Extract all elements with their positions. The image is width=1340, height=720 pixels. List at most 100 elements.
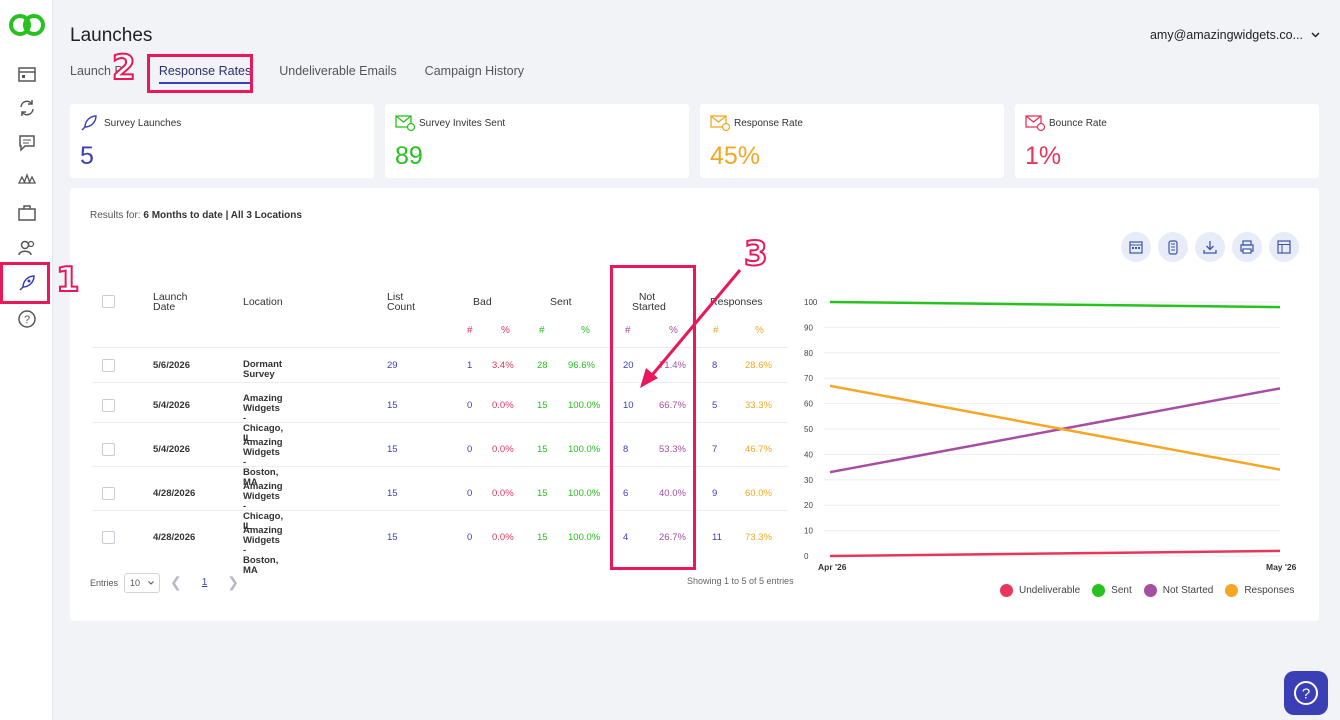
sync-icon[interactable] [14, 95, 40, 121]
tab-undeliverable-emails[interactable]: Undeliverable Emails [279, 64, 397, 78]
row-location-line1: Amazing Widgets - [243, 525, 283, 556]
row-divider [92, 510, 788, 511]
row-location: Amazing Widgets - Chicago, IL [243, 482, 283, 532]
y-tick-label: 30 [804, 476, 813, 485]
x-tick-label: May '26 [1266, 562, 1297, 572]
legend-item-sent[interactable]: Sent [1092, 584, 1132, 597]
app-logo[interactable] [8, 12, 46, 38]
select-all-checkbox[interactable] [102, 295, 115, 308]
question-icon: ? [1294, 681, 1318, 705]
row-divider [92, 466, 788, 467]
row-responses-pct: 46.7% [745, 444, 772, 455]
row-checkbox[interactable] [102, 487, 115, 500]
stat-label: Survey Launches [104, 118, 182, 129]
sub-header-sent-pct: % [581, 325, 590, 336]
row-location: Amazing Widgets - Boston, MA [243, 526, 283, 576]
briefcase-icon[interactable] [14, 200, 40, 226]
annotation-number-2: 2 [111, 47, 137, 89]
print-button[interactable] [1232, 232, 1262, 262]
row-responses-count: 8 [712, 360, 718, 371]
stat-value: 89 [395, 142, 423, 170]
row-bad-count: 0 [467, 488, 473, 499]
row-list-count: 15 [387, 444, 398, 455]
prev-page-icon[interactable]: ❮ [170, 574, 182, 590]
row-bad-pct: 0.0% [492, 400, 514, 411]
tabs: Launch P Response Rates Undeliverable Em… [70, 64, 552, 84]
help-chat-button[interactable]: ? [1284, 671, 1328, 715]
row-location-line2: Chicago, IL [243, 511, 284, 532]
tab-response-rates[interactable]: Response Rates [158, 64, 252, 84]
row-checkbox[interactable] [102, 443, 115, 456]
annotation-arrow [640, 269, 742, 388]
row-location-line2: Chicago, IL [243, 423, 284, 444]
launches-rocket-icon[interactable] [14, 270, 40, 296]
next-page-icon[interactable]: ❯ [227, 574, 240, 590]
row-location-line1: Amazing Widgets - [243, 481, 283, 512]
sub-header-sent-count: # [539, 325, 545, 336]
chevron-down-icon [1311, 32, 1320, 38]
help-icon[interactable]: ? [14, 306, 40, 332]
results-filter: Results for: 6 Months to date | All 3 Lo… [90, 210, 302, 221]
y-tick-label: 60 [804, 400, 813, 409]
annotation-box-3 [610, 265, 696, 570]
y-tick-label: 90 [804, 323, 813, 332]
sub-header-not-started-pct: % [669, 325, 678, 336]
dashboard-icon[interactable] [14, 61, 40, 87]
showing-entries: Showing 1 to 5 of 5 entries [687, 576, 794, 586]
row-responses-pct: 60.0% [745, 488, 772, 499]
tab-launch-performance[interactable]: Launch P [70, 64, 123, 78]
stat-value: 5 [80, 142, 94, 170]
legend-item-undeliverable[interactable]: Undeliverable [1000, 584, 1080, 597]
entries-label: Entries [90, 578, 119, 588]
y-tick-label: 80 [804, 349, 813, 358]
envelope-check-icon [395, 115, 415, 132]
calendar-button[interactable] [1121, 232, 1151, 262]
results-value: 6 Months to date | All 3 Locations [143, 210, 302, 221]
annotation-box-2 [147, 54, 253, 93]
x-tick-label: Apr '26 [818, 562, 847, 572]
row-sent-pct: 100.0% [568, 444, 601, 455]
row-sent-pct: 100.0% [568, 488, 601, 499]
entries-select[interactable]: 10 [124, 573, 161, 593]
header-responses: Responses [710, 296, 763, 308]
row-launch-date: 5/4/2026 [153, 444, 190, 455]
download-button[interactable] [1195, 232, 1225, 262]
tab-campaign-history[interactable]: Campaign History [424, 64, 525, 78]
row-launch-date: 4/28/2026 [153, 532, 196, 543]
row-not-started-pct: 40.0% [659, 488, 686, 499]
y-tick-label: 10 [804, 527, 813, 536]
sub-header-responses-pct: % [755, 325, 764, 336]
row-list-count: 15 [387, 400, 398, 411]
row-responses-count: 9 [712, 488, 718, 499]
row-checkbox[interactable] [102, 531, 115, 544]
row-sent-count: 28 [537, 360, 548, 371]
row-responses-pct: 33.3% [745, 400, 772, 411]
reviews-icon[interactable] [14, 166, 40, 192]
users-icon[interactable] [14, 235, 40, 261]
header-bad: Bad [473, 296, 492, 308]
row-bad-pct: 0.0% [492, 532, 514, 543]
location-filter-button[interactable] [1158, 232, 1188, 262]
messages-icon[interactable] [14, 130, 40, 156]
layout-button[interactable] [1269, 232, 1299, 262]
row-bad-count: 0 [467, 400, 473, 411]
row-checkbox[interactable] [102, 399, 115, 412]
legend-item-not-started[interactable]: Not Started [1143, 584, 1213, 597]
row-not-started-count: 4 [623, 532, 629, 543]
stat-card-bounce-rate: Bounce Rate 1% [1015, 104, 1319, 178]
legend-item-responses[interactable]: Responses [1225, 584, 1294, 597]
response-rates-line-chart: 0 10 20 30 40 50 60 70 80 90 100 Apr '26 May '26 [804, 298, 1297, 572]
page-number[interactable]: 1 [201, 577, 208, 588]
stat-value: 1% [1025, 142, 1062, 170]
sub-header-responses-count: # [713, 325, 719, 336]
svg-text:?: ? [1302, 686, 1310, 703]
user-menu[interactable]: amy@amazingwidgets.co... [1150, 28, 1320, 42]
annotation-number-3: 3 [743, 233, 769, 275]
series-line-sent [829, 300, 1281, 309]
building-icon [1168, 240, 1178, 255]
stat-card-response-rate: Response Rate 45% [700, 104, 1004, 178]
series-line-not-started [829, 387, 1281, 474]
envelope-clock-icon [710, 115, 730, 132]
row-checkbox[interactable] [102, 359, 115, 372]
row-launch-date: 5/4/2026 [153, 400, 190, 411]
